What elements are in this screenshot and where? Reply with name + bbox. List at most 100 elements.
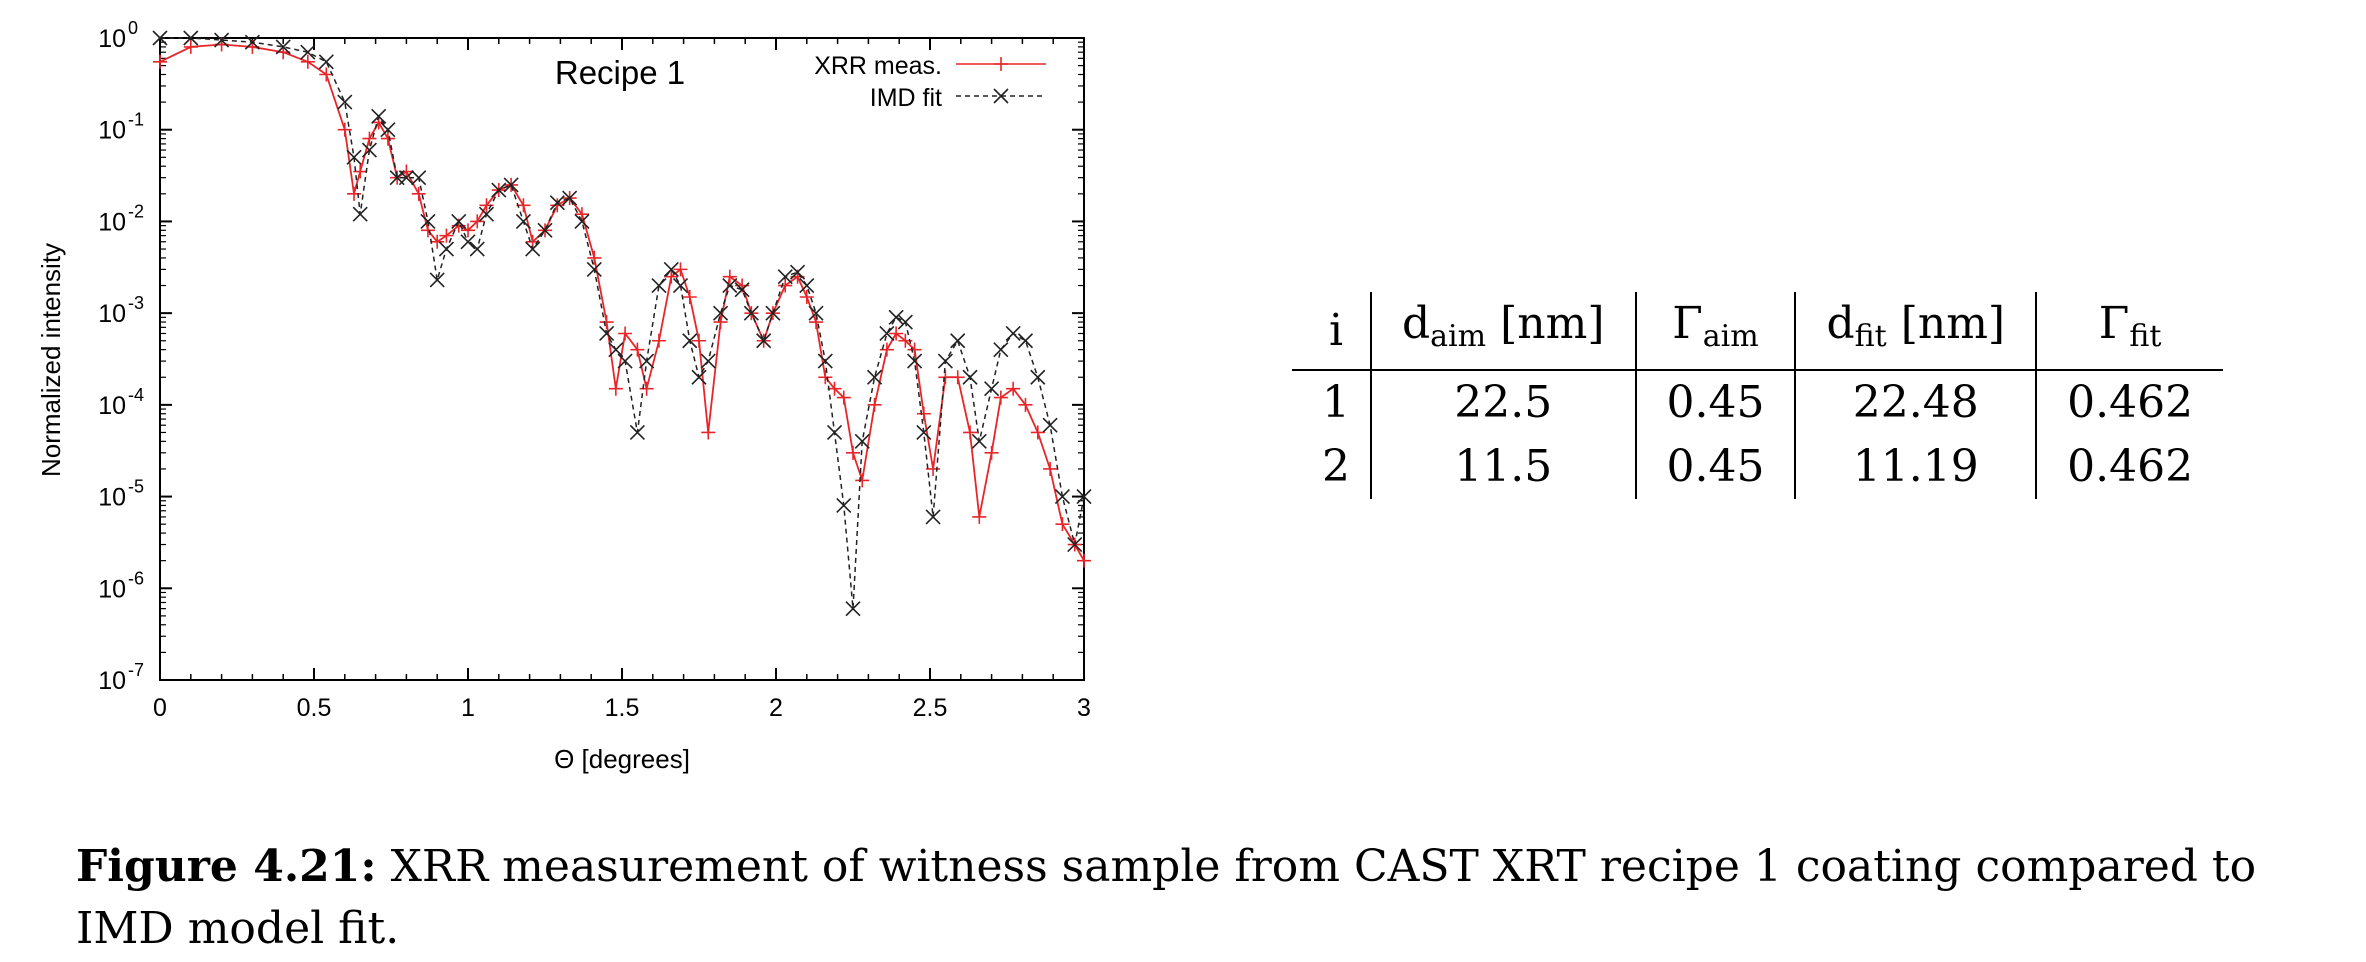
data-point-cross [599, 325, 615, 342]
data-point-plus [818, 370, 833, 385]
data-point-cross [663, 261, 679, 277]
data-point-cross [734, 282, 750, 298]
data-point-plus [926, 461, 941, 476]
legend-marker [994, 57, 1008, 71]
data-point-cross [756, 333, 772, 349]
series-line [159, 43, 1085, 562]
data-point-plus [1006, 381, 1021, 396]
table-header-cell: Γfit [2036, 292, 2224, 371]
header-unit: [nm] [1886, 298, 2006, 349]
data-point-cross [836, 497, 852, 514]
data-point-plus [846, 445, 860, 460]
header-symbol: d [1826, 298, 1855, 349]
data-point-plus [673, 262, 688, 277]
data-point-plus [1030, 425, 1045, 440]
data-point-plus [993, 390, 1008, 405]
table-cell: 1 [1292, 370, 1372, 435]
data-point-cross [478, 206, 495, 222]
data-point-cross [549, 195, 565, 211]
y-tick-exponent: -3 [128, 293, 144, 313]
y-tick-label: 10 [98, 484, 126, 512]
data-point-cross [1067, 536, 1083, 553]
y-tick-exponent: -7 [128, 660, 144, 680]
data-point-cross [826, 424, 843, 441]
data-point-cross [743, 305, 759, 321]
data-point-cross [937, 353, 953, 369]
data-point-cross [361, 142, 378, 158]
data-point-cross [318, 54, 334, 70]
data-point-plus [574, 207, 589, 222]
data-point-plus [722, 269, 737, 284]
parameter-table: i daim [nm] Γaim dfit [nm] Γfit 1 22.5 0.45 22.… [1292, 292, 2224, 499]
x-tick-label: 3 [1077, 694, 1091, 722]
chart-title: Recipe 1 [555, 54, 685, 91]
x-tick-label: 2.5 [913, 694, 948, 722]
table-cell: 2 [1292, 435, 1372, 499]
table-header-row: i daim [nm] Γaim dfit [nm] Γfit [1292, 292, 2224, 371]
data-point-cross [651, 277, 667, 294]
data-point-cross [352, 206, 368, 222]
data-point-plus [916, 406, 931, 421]
data-point-plus [630, 342, 645, 357]
data-point-cross [371, 108, 387, 124]
data-point-plus [879, 342, 894, 357]
x-tick-label: 0 [153, 694, 167, 722]
data-point-cross [337, 94, 353, 110]
data-point-cross [672, 277, 689, 294]
data-point-cross [907, 353, 923, 369]
y-tick-label: 10 [98, 575, 126, 603]
y-tick-exponent: -5 [128, 477, 144, 497]
data-point-plus [300, 54, 315, 69]
table-header-cell: daim [nm] [1371, 292, 1637, 371]
data-point-cross [722, 277, 738, 294]
data-point-plus [337, 122, 352, 137]
data-point-cross [639, 353, 655, 369]
x-tick-label: 1.5 [605, 694, 640, 722]
data-point-plus [362, 131, 377, 146]
data-point-cross [420, 213, 436, 229]
data-point-plus [651, 333, 666, 348]
data-point-cross [275, 39, 291, 55]
figure-label: Figure 4.21: [76, 841, 377, 892]
table-row: 2 11.5 0.45 11.19 0.462 [1292, 435, 2223, 499]
table-cell: 22.5 [1371, 370, 1637, 435]
y-axis-label: Normalized intensity [36, 243, 66, 477]
data-point-plus [1077, 553, 1091, 568]
data-point-plus [439, 228, 454, 243]
data-point-cross [152, 30, 168, 46]
data-point-cross [682, 333, 698, 349]
data-point-cross [244, 34, 260, 50]
figure-caption: Figure 4.21: XRR measurement of witness … [76, 836, 2356, 960]
x-tick-label: 1 [461, 694, 475, 722]
data-point-cross [950, 333, 966, 349]
data-point-plus [827, 381, 842, 396]
data-point-plus [713, 315, 728, 330]
data-point-cross [700, 353, 716, 369]
data-point-cross [574, 213, 590, 229]
header-subscript: fit [2129, 319, 2162, 354]
data-point-plus [1018, 397, 1033, 412]
series-xrr-meas [153, 37, 1091, 568]
data-point-plus [1055, 517, 1070, 532]
y-tick-label: 10 [98, 667, 126, 695]
data-point-cross [1030, 369, 1046, 385]
data-point-cross [817, 353, 833, 369]
x-axis-label: Θ [degrees] [554, 744, 690, 774]
data-point-cross [617, 353, 633, 369]
data-point-cross [451, 213, 467, 229]
header-symbol: i [1328, 304, 1344, 356]
data-point-cross [503, 177, 519, 193]
data-point-cross [962, 369, 978, 385]
data-point-plus [411, 186, 426, 201]
data-point-plus [618, 326, 633, 341]
data-point-plus [950, 370, 965, 385]
y-tick-label: 10 [98, 392, 126, 420]
data-point-plus [461, 223, 475, 238]
table-header-cell: dfit [nm] [1795, 292, 2038, 371]
table-cell: 11.19 [1795, 435, 2038, 499]
data-point-cross [1017, 333, 1034, 349]
data-point-cross [469, 241, 485, 257]
data-point-cross [214, 32, 230, 48]
data-point-plus [319, 67, 334, 82]
data-point-cross [916, 424, 932, 441]
